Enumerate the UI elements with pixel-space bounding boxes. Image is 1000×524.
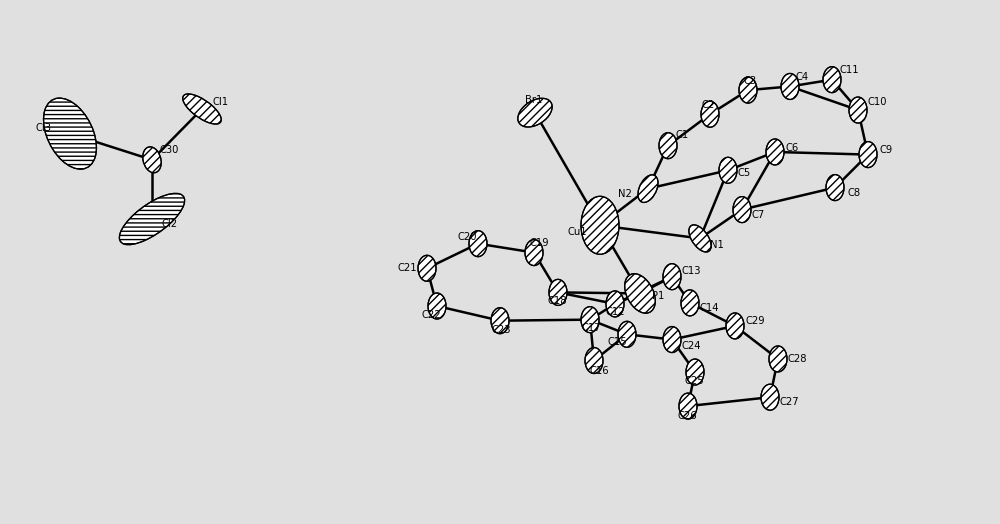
Text: C17: C17 bbox=[582, 323, 602, 333]
Text: C26: C26 bbox=[678, 410, 698, 421]
Text: Cl2: Cl2 bbox=[162, 219, 178, 230]
Text: N2: N2 bbox=[618, 189, 632, 199]
Ellipse shape bbox=[491, 308, 509, 334]
Ellipse shape bbox=[733, 196, 751, 223]
Ellipse shape bbox=[525, 239, 543, 266]
Text: C22: C22 bbox=[422, 310, 442, 321]
Ellipse shape bbox=[581, 307, 599, 333]
Text: C20: C20 bbox=[458, 232, 478, 243]
Ellipse shape bbox=[761, 384, 779, 410]
Text: C7: C7 bbox=[752, 210, 765, 220]
Ellipse shape bbox=[686, 359, 704, 385]
Ellipse shape bbox=[663, 326, 681, 353]
Ellipse shape bbox=[625, 274, 655, 313]
Ellipse shape bbox=[638, 175, 658, 202]
Ellipse shape bbox=[659, 133, 677, 159]
Text: C28: C28 bbox=[788, 354, 808, 364]
Ellipse shape bbox=[119, 193, 185, 245]
Ellipse shape bbox=[679, 393, 697, 419]
Text: C13: C13 bbox=[682, 266, 702, 277]
Text: C18: C18 bbox=[548, 296, 568, 306]
Text: C5: C5 bbox=[738, 168, 751, 178]
Text: C15: C15 bbox=[607, 337, 627, 347]
Ellipse shape bbox=[849, 97, 867, 123]
Ellipse shape bbox=[44, 98, 96, 169]
Ellipse shape bbox=[823, 67, 841, 93]
Text: C12: C12 bbox=[605, 307, 625, 318]
Text: C8: C8 bbox=[847, 188, 860, 198]
Text: C30: C30 bbox=[160, 145, 179, 156]
Ellipse shape bbox=[418, 255, 436, 281]
Text: C1: C1 bbox=[676, 130, 689, 140]
Ellipse shape bbox=[739, 77, 757, 103]
Text: C25: C25 bbox=[685, 376, 705, 387]
Ellipse shape bbox=[766, 139, 784, 165]
Text: C16: C16 bbox=[589, 366, 609, 376]
Text: C6: C6 bbox=[785, 143, 798, 153]
Ellipse shape bbox=[781, 73, 799, 100]
Ellipse shape bbox=[143, 147, 161, 173]
Ellipse shape bbox=[689, 225, 711, 252]
Text: C24: C24 bbox=[682, 341, 702, 351]
Ellipse shape bbox=[726, 313, 744, 339]
Text: C27: C27 bbox=[780, 397, 800, 408]
Text: C4: C4 bbox=[795, 72, 808, 82]
Ellipse shape bbox=[681, 290, 699, 316]
Text: P1: P1 bbox=[652, 291, 664, 301]
Text: C10: C10 bbox=[868, 96, 888, 107]
Ellipse shape bbox=[585, 347, 603, 374]
Text: N1: N1 bbox=[710, 239, 724, 250]
Ellipse shape bbox=[606, 291, 624, 317]
Text: Cl1: Cl1 bbox=[212, 96, 228, 107]
Text: C3: C3 bbox=[743, 75, 756, 86]
Ellipse shape bbox=[826, 174, 844, 201]
Text: C29: C29 bbox=[745, 315, 765, 326]
Ellipse shape bbox=[183, 94, 221, 124]
Text: Cl3: Cl3 bbox=[35, 123, 51, 134]
Text: C23: C23 bbox=[492, 325, 512, 335]
Text: C2: C2 bbox=[702, 100, 715, 110]
Text: C11: C11 bbox=[840, 65, 860, 75]
Ellipse shape bbox=[469, 231, 487, 257]
Text: C9: C9 bbox=[880, 145, 893, 156]
Ellipse shape bbox=[549, 279, 567, 305]
Ellipse shape bbox=[701, 101, 719, 127]
Text: Cu1: Cu1 bbox=[568, 226, 588, 237]
Text: C19: C19 bbox=[529, 238, 549, 248]
Ellipse shape bbox=[581, 196, 619, 254]
Ellipse shape bbox=[719, 157, 737, 183]
Ellipse shape bbox=[769, 346, 787, 372]
Ellipse shape bbox=[618, 321, 636, 347]
Text: C21: C21 bbox=[397, 263, 417, 274]
Ellipse shape bbox=[859, 141, 877, 168]
Text: C14: C14 bbox=[700, 303, 720, 313]
Ellipse shape bbox=[518, 99, 552, 127]
Text: Br1: Br1 bbox=[525, 94, 542, 105]
Ellipse shape bbox=[663, 264, 681, 290]
Ellipse shape bbox=[428, 293, 446, 319]
